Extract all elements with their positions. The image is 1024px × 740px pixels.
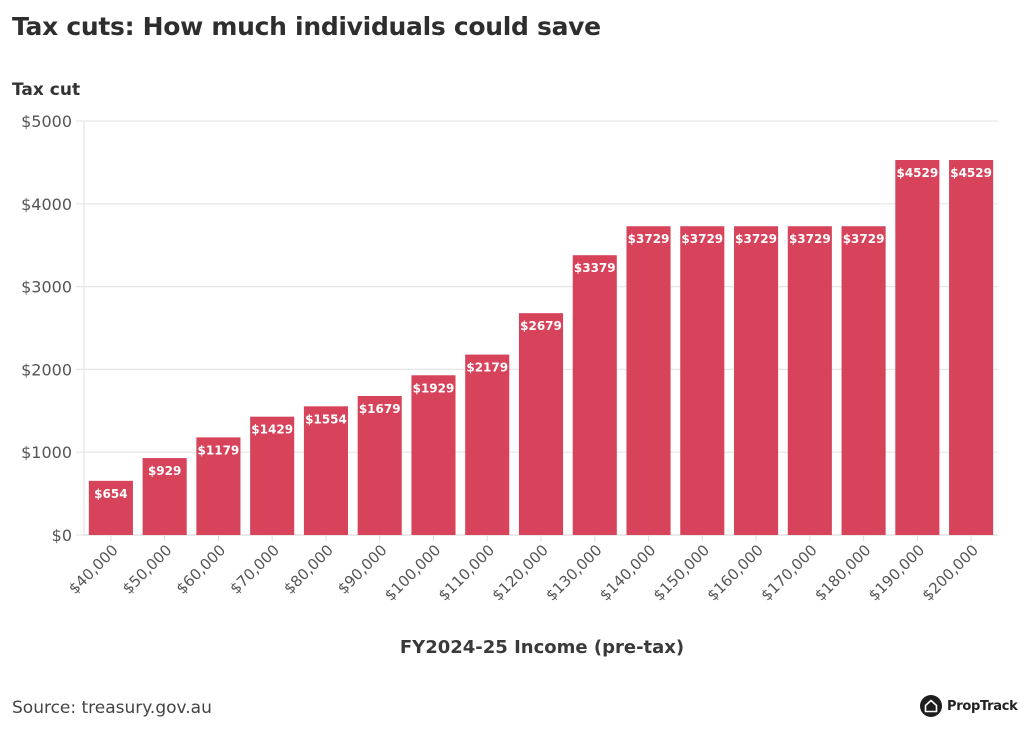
bar [88,480,133,535]
x-tick-label: $140,000 [596,541,659,604]
bar [787,226,832,535]
bar [949,159,994,536]
x-tick-label: $80,000 [280,541,337,598]
bar [357,395,402,535]
x-tick-label: $200,000 [919,541,982,604]
x-tick-label: $150,000 [650,541,713,604]
bar [196,437,241,535]
data-label: $2679 [520,319,562,333]
data-label: $2179 [466,361,508,375]
data-label: $1429 [251,423,293,437]
y-tick-label: $1000 [21,443,72,462]
x-axis-ticks: $40,000$50,000$60,000$70,000$80,000$90,0… [65,535,982,604]
x-axis-label: FY2024-25 Income (pre-tax) [399,637,685,658]
bar [572,255,617,535]
bar [895,159,940,536]
y-axis-ticks: $0 $1000 $2000 $3000 $4000 $5000 [21,112,72,545]
y-tick-label: $4000 [21,195,72,214]
x-tick-label: $110,000 [435,541,498,604]
y-axis-label: Tax cut [12,80,81,100]
data-label: $1679 [359,402,401,416]
x-tick-label: $170,000 [757,541,820,604]
bar [303,406,348,535]
bar [142,458,187,535]
bar [411,375,456,535]
data-label: $1929 [413,381,455,395]
data-label: $3729 [628,232,670,246]
y-tick-label: $0 [52,526,72,545]
x-tick-label: $120,000 [488,541,551,604]
y-tick-label: $3000 [21,278,72,297]
bar [465,354,510,535]
data-label: $4529 [950,166,992,180]
source-note: Source: treasury.gov.au [12,698,212,718]
x-tick-label: $180,000 [811,541,874,604]
data-label: $4529 [896,166,938,180]
bar [250,416,295,535]
bar [841,226,886,535]
data-label: $3729 [789,232,831,246]
data-label: $1179 [198,443,240,457]
x-tick-label: $100,000 [381,541,444,604]
data-label: $654 [94,487,127,501]
x-tick-label: $60,000 [173,541,230,598]
x-tick-label: $70,000 [226,541,283,598]
bar [680,226,725,535]
bar [626,226,671,535]
data-label: $1554 [305,412,347,426]
y-tick-label: $5000 [21,112,72,131]
x-tick-label: $190,000 [865,541,928,604]
data-label: $3379 [574,261,616,275]
proptrack-logo: PropTrack [920,695,1018,717]
house-icon [920,695,942,717]
y-tick-label: $2000 [21,360,72,379]
brand-name: PropTrack [947,698,1018,714]
bars: $654 $929 $1179 $1429 $1554 $1679 $1929 $2179 $2… [88,159,994,536]
bar [734,226,779,535]
chart-title: Tax cuts: How much individuals could sav… [12,12,601,41]
data-label: $3729 [843,232,885,246]
x-tick-label: $40,000 [65,541,122,598]
bar [518,313,564,535]
x-tick-label: $130,000 [542,541,605,604]
data-label: $3729 [735,232,777,246]
x-tick-label: $160,000 [704,541,767,604]
data-label: $3729 [681,232,723,246]
x-tick-label: $50,000 [119,541,176,598]
x-tick-label: $90,000 [334,541,391,598]
data-label: $929 [148,464,181,478]
